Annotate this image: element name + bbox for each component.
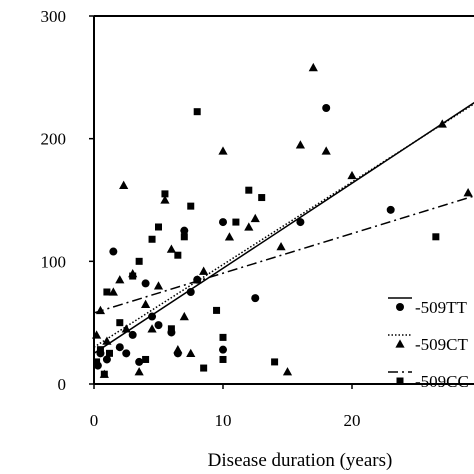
point-square [129, 272, 137, 280]
point-triangle [173, 345, 183, 354]
point-square [432, 233, 440, 241]
point-circle [102, 355, 111, 364]
point-circle [296, 218, 305, 227]
y-tick-label: 0 [58, 375, 67, 394]
point-square [93, 358, 101, 366]
point-square [148, 235, 156, 243]
legend: -509TT -509CT -509CC [388, 297, 469, 391]
point-triangle [134, 367, 144, 376]
point-triangle [224, 232, 235, 241]
point-triangle [218, 146, 228, 155]
trend-line-square [94, 195, 474, 314]
x-axis-label: Disease duration (years) [208, 450, 393, 471]
point-triangle [186, 348, 196, 358]
point-triangle [153, 281, 164, 290]
point-triangle [147, 324, 157, 333]
point-square [96, 346, 104, 354]
y-tick-label: 100 [41, 252, 67, 271]
legend-marker-circle [396, 303, 404, 311]
point-circle [180, 226, 189, 235]
point-triangle [108, 287, 118, 296]
point-triangle [199, 266, 209, 275]
point-square [213, 306, 221, 314]
point-square [135, 257, 143, 265]
point-triangle [321, 146, 331, 155]
point-square [180, 233, 188, 241]
point-triangle [141, 299, 151, 308]
y-tick-label: 200 [41, 130, 67, 149]
point-square [258, 194, 266, 202]
x-tick-label: 20 [344, 411, 361, 430]
legend-label: -509TT [415, 298, 468, 317]
point-circle [154, 321, 163, 330]
trend-lines [94, 101, 474, 354]
point-circle [386, 205, 395, 214]
data-points [91, 62, 473, 378]
x-tick-label: 10 [215, 411, 232, 430]
point-triangle [166, 244, 176, 253]
point-triangle [347, 170, 357, 180]
point-square [167, 325, 175, 333]
point-square [245, 186, 253, 194]
point-triangle [463, 188, 473, 197]
point-triangle [295, 140, 305, 149]
point-triangle [437, 119, 447, 128]
point-square [232, 218, 240, 226]
legend-marker-square [396, 377, 404, 385]
legend-marker-triangle [395, 339, 405, 348]
point-triangle [276, 242, 286, 251]
point-triangle [102, 336, 112, 345]
point-circle [219, 345, 227, 354]
point-triangle [119, 180, 129, 189]
trend-line-triangle [94, 103, 474, 348]
point-circle [148, 312, 157, 321]
point-triangle [95, 305, 106, 315]
point-square [103, 288, 111, 296]
point-triangle [121, 324, 131, 333]
point-circle [186, 288, 195, 296]
point-square [116, 319, 124, 327]
point-circle [109, 247, 118, 256]
point-triangle [244, 222, 254, 231]
point-square [105, 349, 113, 357]
point-triangle [308, 62, 318, 72]
point-circle [135, 357, 144, 366]
point-square [100, 370, 108, 378]
tick-labels: 0 100 200 300 0 10 20 [41, 7, 361, 430]
legend-label: -509CT [415, 335, 469, 354]
point-square [219, 355, 227, 363]
point-square [142, 355, 150, 363]
point-square [155, 223, 162, 231]
point-circle [251, 294, 260, 303]
point-triangle [91, 330, 102, 339]
point-triangle [250, 213, 260, 223]
point-square [174, 251, 182, 259]
point-square [187, 202, 195, 210]
point-square [200, 364, 208, 372]
point-triangle [115, 275, 125, 284]
point-circle [128, 330, 137, 339]
point-circle [115, 343, 124, 352]
point-circle [141, 279, 150, 288]
legend-label: -509CC [415, 372, 469, 391]
point-triangle [160, 195, 170, 204]
point-triangle [192, 275, 202, 284]
point-square [219, 333, 227, 341]
point-circle [322, 104, 331, 112]
point-square [193, 108, 201, 116]
point-square [271, 358, 279, 366]
x-tick-label: 0 [90, 411, 99, 430]
point-circle [122, 349, 131, 358]
point-triangle [282, 367, 293, 376]
y-tick-label: 300 [41, 7, 67, 26]
point-circle [219, 218, 227, 227]
point-triangle [179, 311, 189, 321]
axes [93, 15, 474, 385]
point-square [161, 190, 169, 198]
